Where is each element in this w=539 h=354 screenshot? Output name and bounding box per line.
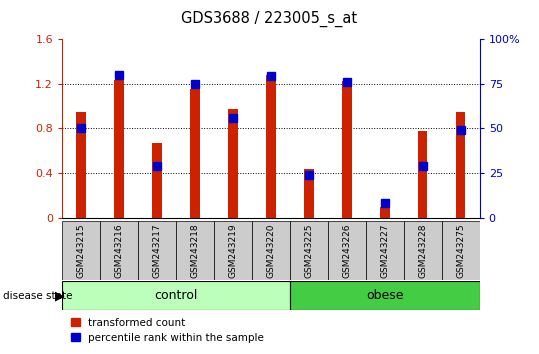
Text: GSM243216: GSM243216 bbox=[114, 223, 123, 278]
Bar bbox=[328, 221, 366, 280]
Bar bbox=[456, 112, 466, 218]
Bar bbox=[62, 221, 100, 280]
Text: GDS3688 / 223005_s_at: GDS3688 / 223005_s_at bbox=[182, 11, 357, 27]
Bar bbox=[114, 80, 123, 218]
Bar bbox=[62, 281, 290, 310]
Bar bbox=[290, 281, 480, 310]
Bar bbox=[214, 221, 252, 280]
Bar bbox=[76, 112, 86, 218]
Bar bbox=[266, 75, 275, 218]
Legend: transformed count, percentile rank within the sample: transformed count, percentile rank withi… bbox=[67, 314, 268, 347]
Text: GSM243275: GSM243275 bbox=[456, 223, 465, 278]
Bar bbox=[418, 131, 427, 218]
Text: GSM243227: GSM243227 bbox=[381, 223, 389, 278]
Bar bbox=[228, 109, 238, 218]
Text: GSM243228: GSM243228 bbox=[418, 223, 427, 278]
Bar bbox=[404, 221, 442, 280]
Bar bbox=[366, 221, 404, 280]
Text: obese: obese bbox=[366, 289, 404, 302]
Bar bbox=[190, 89, 199, 218]
Text: GSM243215: GSM243215 bbox=[77, 223, 86, 278]
Bar bbox=[252, 221, 290, 280]
Bar bbox=[290, 221, 328, 280]
Bar bbox=[380, 206, 390, 218]
Text: GSM243226: GSM243226 bbox=[342, 223, 351, 278]
Text: GSM243218: GSM243218 bbox=[190, 223, 199, 278]
Text: ▶: ▶ bbox=[55, 289, 65, 302]
Bar bbox=[100, 221, 138, 280]
Bar bbox=[176, 221, 214, 280]
Text: control: control bbox=[154, 289, 198, 302]
Text: GSM243217: GSM243217 bbox=[153, 223, 161, 278]
Text: GSM243225: GSM243225 bbox=[305, 223, 313, 278]
Bar bbox=[442, 221, 480, 280]
Text: disease state: disease state bbox=[3, 291, 72, 301]
Text: GSM243220: GSM243220 bbox=[266, 223, 275, 278]
Text: GSM243219: GSM243219 bbox=[229, 223, 237, 278]
Bar bbox=[342, 81, 351, 218]
Bar bbox=[152, 143, 162, 218]
Bar bbox=[138, 221, 176, 280]
Bar bbox=[304, 169, 314, 218]
